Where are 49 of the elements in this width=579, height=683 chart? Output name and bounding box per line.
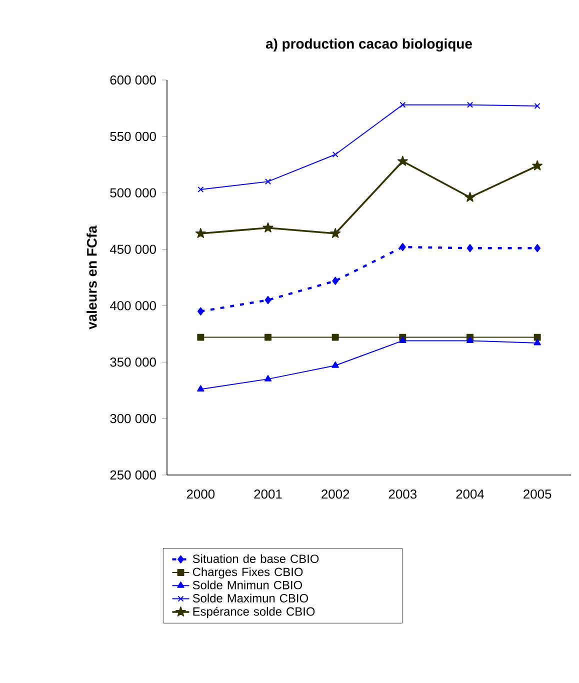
- legend-label: Situation de base CBIO: [192, 554, 319, 564]
- point: [400, 102, 406, 108]
- point: [198, 186, 204, 193]
- x-tick-label: 2003: [388, 490, 417, 499]
- point: [332, 361, 339, 368]
- point: [399, 242, 406, 252]
- y-tick-label: 550 000: [110, 132, 156, 142]
- x-tick-label: 2004: [456, 490, 484, 499]
- point: [197, 385, 204, 392]
- point: [264, 334, 272, 341]
- point: [197, 307, 204, 316]
- point: [399, 336, 406, 343]
- legend-label: Charges Fixes CBIO: [192, 567, 303, 579]
- point: [264, 178, 272, 185]
- y-tick-label: 300 000: [110, 414, 156, 424]
- point: [332, 334, 339, 341]
- y-tick-label: 350 000: [110, 358, 156, 367]
- x-tick-label: 2002: [322, 490, 350, 499]
- point: [262, 222, 274, 232]
- point: [397, 156, 408, 166]
- legend-label: Solde Maximun CBIO: [192, 594, 308, 602]
- x-tick-label: 2000: [186, 490, 215, 499]
- y-axis-title: valeurs en FCfa: [86, 225, 97, 330]
- y-tick-label: 500 000: [110, 188, 156, 198]
- point: [264, 296, 272, 304]
- point: [197, 334, 204, 341]
- point: [534, 244, 541, 252]
- y-tick-label: 450 000: [110, 244, 156, 254]
- x-tick-label: 2005: [524, 490, 552, 499]
- point: [466, 102, 474, 108]
- point: [464, 192, 476, 202]
- point: [534, 338, 541, 346]
- point: [534, 102, 540, 109]
- point: [330, 228, 341, 238]
- point: [332, 276, 339, 285]
- y-tick-label: 250 000: [110, 470, 156, 480]
- point: [332, 151, 338, 158]
- point: [466, 244, 474, 252]
- y-tick-label: 400 000: [110, 301, 156, 310]
- point: [264, 374, 272, 382]
- point: [534, 334, 541, 341]
- x-tick-label: 2001: [254, 490, 282, 499]
- point: [195, 228, 206, 238]
- point: [532, 160, 543, 170]
- chart-title: a) production cacao biologique: [266, 38, 472, 52]
- legend-label: Solde Mnimun CBIO: [192, 580, 302, 590]
- legend-label: Espérance solde CBIO: [193, 606, 315, 618]
- y-tick-label: 600 000: [110, 75, 156, 85]
- point: [466, 336, 474, 343]
